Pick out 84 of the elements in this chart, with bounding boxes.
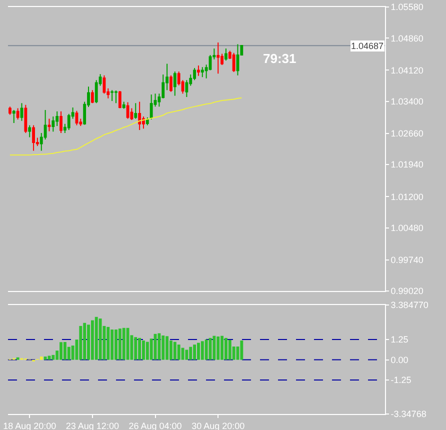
candlestick bbox=[24, 104, 28, 134]
bar bbox=[126, 328, 130, 360]
candlestick bbox=[224, 48, 228, 62]
bar bbox=[212, 336, 216, 360]
candlestick bbox=[216, 42, 220, 74]
candlestick bbox=[170, 74, 172, 92]
y-tick-label: -1.25 bbox=[390, 375, 412, 386]
candlestick bbox=[60, 110, 62, 134]
candlestick bbox=[12, 110, 16, 124]
bar bbox=[44, 356, 47, 360]
y-tick-label: 0.99020 bbox=[390, 286, 424, 296]
candlestick bbox=[90, 90, 94, 104]
y-tick-label: 1.03400 bbox=[390, 96, 424, 107]
bar bbox=[122, 328, 126, 360]
candlestick bbox=[134, 102, 138, 120]
bar bbox=[189, 346, 192, 360]
bar bbox=[200, 341, 204, 360]
bar bbox=[173, 342, 176, 360]
bar bbox=[106, 326, 110, 360]
y-tick-label: 1.04860 bbox=[390, 33, 424, 44]
y-tick-label: 1.05580 bbox=[390, 2, 424, 12]
candlestick bbox=[118, 90, 122, 109]
bar bbox=[228, 340, 232, 360]
bar bbox=[185, 350, 188, 360]
candlestick bbox=[20, 102, 24, 122]
candlestick bbox=[110, 90, 114, 102]
bar bbox=[87, 324, 90, 360]
bar bbox=[204, 340, 208, 360]
bar bbox=[60, 342, 62, 360]
bar bbox=[142, 340, 145, 360]
candlestick bbox=[8, 106, 12, 116]
candlestick bbox=[126, 102, 130, 120]
bar bbox=[240, 340, 244, 360]
y-tick-label: 1.00480 bbox=[390, 222, 424, 233]
candlestick bbox=[28, 124, 32, 138]
y-tick-label: 1.04120 bbox=[390, 65, 424, 76]
bar bbox=[114, 330, 118, 360]
y-tick-label: -3.34768 bbox=[390, 409, 426, 420]
candlestick bbox=[173, 71, 176, 96]
candlestick bbox=[232, 52, 236, 72]
bar bbox=[16, 357, 20, 360]
candlestick bbox=[114, 90, 118, 104]
y-tick-label: 0.99740 bbox=[390, 254, 424, 265]
line-series bbox=[9, 97, 242, 156]
bar bbox=[79, 326, 82, 360]
bar bbox=[134, 337, 138, 360]
y-tick-label: 1.01200 bbox=[390, 192, 424, 202]
bar bbox=[40, 356, 43, 360]
bar bbox=[220, 336, 224, 360]
bar bbox=[196, 342, 200, 360]
candlestick bbox=[138, 101, 142, 130]
bar bbox=[94, 316, 98, 360]
bar bbox=[110, 330, 114, 360]
ref-line-label: 1.04687 bbox=[351, 41, 384, 51]
bar bbox=[162, 336, 165, 360]
candlestick bbox=[146, 116, 149, 126]
candlestick bbox=[197, 64, 200, 76]
candlestick bbox=[16, 108, 20, 120]
bar bbox=[193, 344, 196, 360]
bar bbox=[118, 328, 122, 360]
candlestick bbox=[48, 118, 51, 132]
bar bbox=[83, 322, 86, 360]
y-tick-label: 0.00 bbox=[390, 354, 408, 365]
candlestick bbox=[32, 124, 35, 152]
bar bbox=[146, 342, 149, 360]
bar bbox=[224, 338, 228, 360]
bar bbox=[98, 318, 102, 360]
bar bbox=[63, 342, 66, 360]
y-tick-label: 3.384770 bbox=[390, 300, 428, 310]
y-tick-label: 1.01940 bbox=[390, 160, 424, 170]
bar bbox=[52, 354, 55, 360]
bar bbox=[138, 338, 142, 360]
bar bbox=[158, 333, 161, 360]
bar bbox=[216, 336, 220, 360]
candlestick bbox=[122, 101, 126, 110]
y-tick-label: 1.02660 bbox=[390, 128, 424, 139]
bar bbox=[177, 344, 180, 360]
candlestick bbox=[236, 44, 240, 76]
candlestick bbox=[150, 94, 153, 120]
bar bbox=[90, 320, 94, 360]
bar bbox=[166, 336, 169, 360]
candlestick bbox=[200, 66, 204, 78]
y-tick-label: 1.25 bbox=[390, 334, 408, 345]
annotation: 79:31 bbox=[263, 51, 296, 66]
